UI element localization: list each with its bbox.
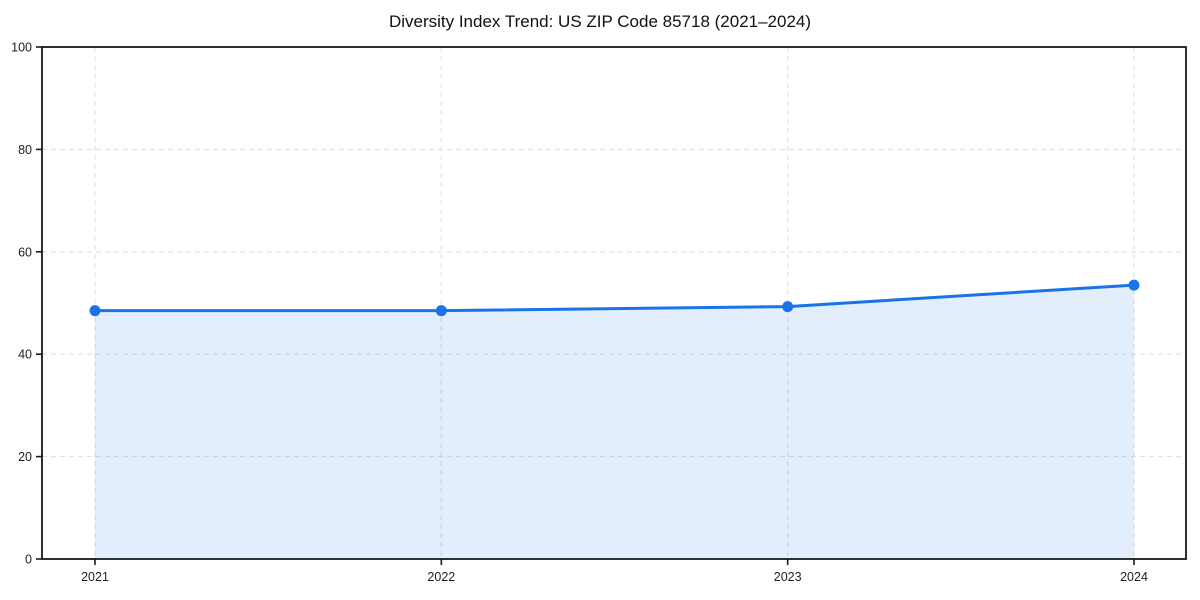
y-tick-label-80: 80	[18, 143, 32, 157]
trend-line	[93, 283, 1136, 313]
y-tick-label-0: 0	[25, 553, 32, 567]
data-point-2021	[89, 305, 101, 317]
chart-title: Diversity Index Trend: US ZIP Code 85718…	[388, 12, 812, 31]
x-tick-label-2022: 2022	[427, 570, 455, 584]
x-tick-label-2021: 2021	[81, 570, 109, 584]
data-point-2022	[435, 305, 447, 317]
plot-area	[42, 47, 1186, 559]
data-point-2024	[1128, 279, 1140, 291]
y-tick-label-40: 40	[18, 348, 32, 362]
data-point-2023	[782, 301, 794, 313]
y-tick-label-60: 60	[18, 245, 32, 259]
x-tick-label-2023: 2023	[774, 570, 802, 584]
area-fill	[95, 285, 1134, 559]
x-tick-label-2024: 2024	[1120, 570, 1148, 584]
plot-border	[41, 46, 1187, 560]
y-tick-label-20: 20	[18, 450, 32, 464]
y-tick-label-100: 100	[11, 41, 32, 55]
